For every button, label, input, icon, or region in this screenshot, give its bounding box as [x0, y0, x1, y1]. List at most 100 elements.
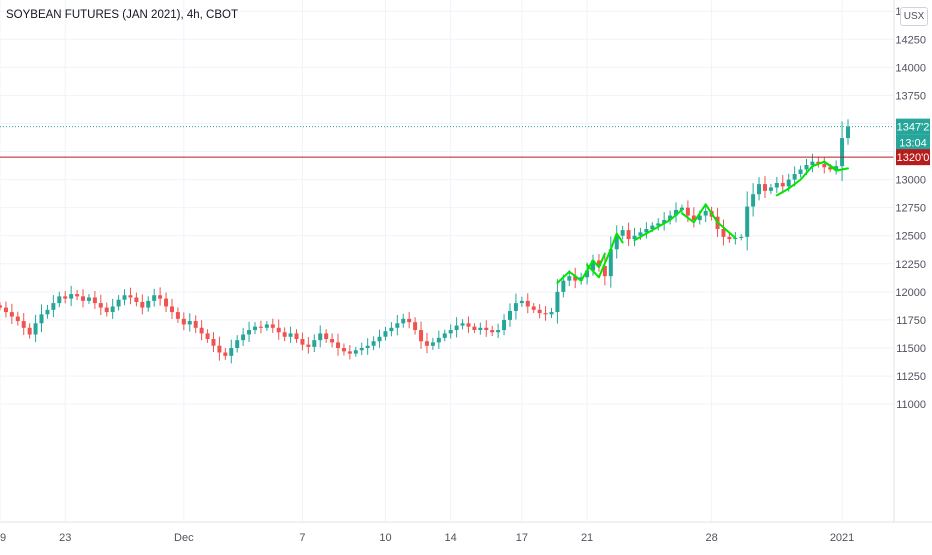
- x-tick-label: 14: [445, 532, 457, 544]
- candle-body: [430, 342, 435, 346]
- candle-body: [217, 345, 222, 353]
- candle-body: [276, 327, 281, 333]
- candle-body: [247, 330, 252, 335]
- last-price-label: 1347'2: [897, 122, 930, 134]
- candle-body: [252, 326, 257, 331]
- candle-body: [650, 225, 655, 230]
- candle-body: [341, 348, 346, 352]
- currency-badge[interactable]: USX: [900, 7, 928, 26]
- candle-body: [15, 316, 20, 322]
- candle-body: [134, 297, 139, 302]
- candle-body: [674, 209, 679, 216]
- candle-body: [158, 295, 163, 299]
- candle-body: [573, 276, 578, 281]
- candle-body: [478, 327, 483, 331]
- candle-body: [567, 276, 572, 281]
- annotation-zigzag-2: [586, 232, 624, 279]
- candle-body: [822, 163, 827, 168]
- candle-body: [282, 332, 287, 337]
- candle-body: [146, 300, 151, 308]
- candle-body: [792, 174, 797, 180]
- candle-body: [353, 350, 358, 354]
- candle-body: [401, 318, 406, 324]
- candle-body: [442, 333, 447, 338]
- candle-body: [786, 179, 791, 187]
- candle-body: [377, 336, 382, 342]
- candle-body: [762, 184, 767, 191]
- candle-body: [608, 249, 613, 277]
- candle-body: [502, 319, 507, 331]
- candle-body: [585, 270, 590, 278]
- x-tick-label: 28: [705, 532, 717, 544]
- y-tick-label: 14250: [895, 34, 926, 46]
- candle-body: [69, 294, 74, 299]
- candle-body: [116, 299, 121, 307]
- candle-body: [662, 220, 667, 224]
- last-price-tag: [896, 118, 930, 135]
- candle-body: [187, 321, 192, 325]
- candle-body: [359, 348, 364, 351]
- candle-body: [804, 165, 809, 170]
- candle-body: [816, 161, 821, 164]
- candle-body: [21, 321, 26, 328]
- y-tick-label: 14000: [895, 62, 926, 74]
- candle-body: [312, 340, 317, 347]
- candle-body: [92, 297, 97, 304]
- candle-body: [525, 300, 530, 307]
- candle-body: [685, 207, 690, 216]
- candles: [0, 119, 850, 364]
- candle-body: [846, 126, 850, 139]
- candle-body: [691, 215, 696, 221]
- candle-body: [181, 318, 186, 325]
- candle-body: [834, 166, 839, 170]
- candle-body: [484, 327, 489, 331]
- candle-body: [561, 280, 566, 292]
- candle-body: [365, 345, 370, 348]
- candle-body: [169, 306, 174, 313]
- candle-body: [199, 327, 204, 334]
- x-tick-label: 17: [516, 532, 528, 544]
- candle-body: [507, 310, 512, 320]
- candle-body: [757, 184, 762, 195]
- candle-body: [3, 307, 8, 313]
- candle-body: [810, 161, 815, 166]
- candle-body: [774, 182, 779, 188]
- y-tick-label: 12250: [895, 259, 926, 271]
- candle-body: [57, 296, 62, 304]
- candle-body: [591, 260, 596, 271]
- countdown-tag: [896, 134, 930, 151]
- candle-body: [63, 296, 68, 299]
- candle-body: [596, 260, 601, 267]
- candle-body: [205, 333, 210, 340]
- x-tick-label: 23: [59, 532, 71, 544]
- candle-body: [294, 333, 299, 340]
- annotation-zigzag-1: [556, 252, 606, 284]
- candle-body: [656, 223, 661, 226]
- candle-body: [727, 236, 732, 240]
- x-tick-label: 21: [581, 532, 593, 544]
- candle-body: [389, 327, 394, 332]
- y-tick-label: 11500: [896, 343, 926, 355]
- candle-body: [383, 331, 388, 337]
- candle-body: [324, 333, 329, 340]
- candle-body: [407, 318, 412, 323]
- candle-body: [140, 301, 145, 308]
- candle-body: [128, 295, 133, 298]
- candle-body: [549, 312, 554, 315]
- candle-body: [419, 330, 424, 342]
- candle-body: [614, 235, 619, 250]
- candle-body: [330, 339, 335, 343]
- candle-body: [620, 230, 625, 236]
- candle-body: [780, 182, 785, 187]
- x-tick-label: 19: [0, 532, 6, 544]
- candle-body: [51, 303, 56, 310]
- candle-body: [739, 236, 744, 238]
- candle-body: [638, 232, 643, 236]
- candle-body: [424, 341, 429, 346]
- candle-body: [745, 206, 750, 237]
- candle-body: [27, 327, 32, 335]
- candle-body: [45, 309, 50, 315]
- y-tick-label: 11000: [896, 399, 926, 411]
- level-tag: [896, 149, 930, 166]
